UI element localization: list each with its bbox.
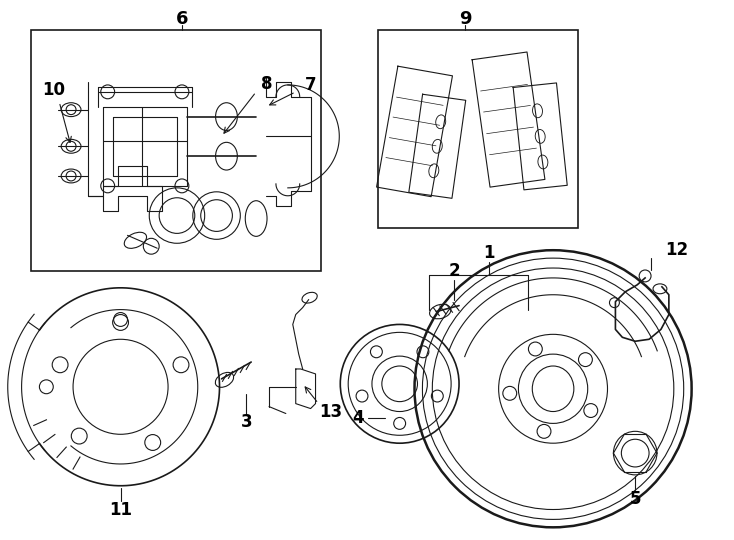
Text: 5: 5 bbox=[630, 490, 641, 508]
Bar bbox=[378, 30, 578, 228]
Text: 9: 9 bbox=[459, 10, 471, 28]
Text: 3: 3 bbox=[241, 414, 252, 431]
Text: 7: 7 bbox=[305, 76, 316, 94]
Text: 10: 10 bbox=[42, 81, 65, 99]
Text: 8: 8 bbox=[261, 75, 273, 93]
Bar bbox=[32, 30, 321, 271]
Text: 6: 6 bbox=[175, 10, 188, 28]
Text: 12: 12 bbox=[665, 241, 688, 259]
Text: 4: 4 bbox=[352, 409, 364, 428]
Text: 13: 13 bbox=[319, 402, 342, 421]
Text: 11: 11 bbox=[109, 501, 132, 518]
Text: 2: 2 bbox=[448, 262, 460, 280]
Text: 1: 1 bbox=[483, 244, 495, 262]
